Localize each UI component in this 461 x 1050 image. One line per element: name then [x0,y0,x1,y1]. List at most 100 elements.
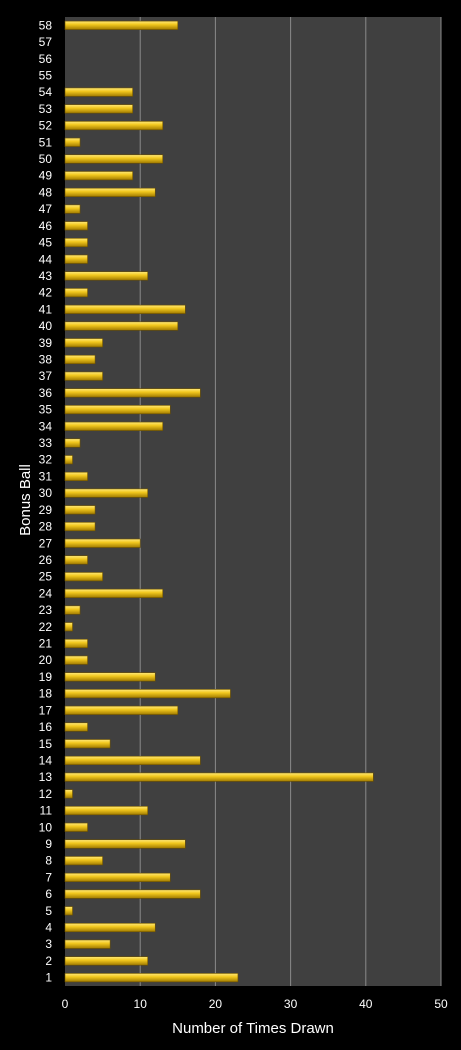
bar [64,839,186,849]
y-tick-label: 8 [45,854,52,868]
bar [64,956,149,966]
y-tick-label: 20 [39,653,53,667]
y-tick-label: 22 [39,620,53,634]
y-tick-label: 47 [39,202,53,216]
x-tick-label: 0 [62,997,69,1011]
x-tick-labels: 0 10 20 30 40 50 [62,997,448,1011]
x-tick-label: 10 [134,997,148,1011]
y-tick-label: 14 [39,753,53,767]
y-tick-label: 11 [40,804,53,818]
y-tick-label: 57 [39,35,53,49]
bar [64,856,103,866]
y-tick-label: 27 [39,536,53,550]
x-tick-label: 30 [284,997,298,1011]
bar [64,405,171,415]
y-tick-label: 45 [39,236,53,250]
bar [64,187,156,197]
bar [64,488,149,498]
x-tick-label: 40 [359,997,373,1011]
y-tick-label: 52 [39,119,53,133]
y-tick-label: 35 [39,403,53,417]
y-tick-label: 4 [45,921,52,935]
bar [64,572,103,582]
y-tick-label: 53 [39,102,53,116]
y-tick-label: 37 [39,369,53,383]
bar [64,338,103,348]
y-tick-label: 10 [39,820,53,834]
bar [64,304,186,314]
bar [64,438,81,448]
y-tick-label: 32 [39,453,53,467]
bar [64,204,81,214]
bar [64,588,164,598]
bar [64,455,73,465]
y-tick-label: 43 [39,269,53,283]
gridlines [139,17,442,986]
y-tick-label: 1 [45,971,52,985]
y-tick-label: 2 [45,954,52,968]
y-tick-label: 44 [39,252,53,266]
x-tick-label: 20 [209,997,223,1011]
bar [64,672,156,682]
y-tick-label: 5 [45,904,52,918]
y-tick-label: 23 [39,603,53,617]
y-tick-label: 19 [39,670,53,684]
bar [64,321,179,331]
y-tick-label: 33 [39,436,53,450]
bar [64,538,141,548]
y-tick-label: 13 [39,770,53,784]
y-tick-label: 31 [39,469,53,483]
y-tick-label: 36 [39,386,53,400]
y-tick-label: 40 [39,319,53,333]
bar [64,605,81,615]
y-tick-label: 25 [39,570,53,584]
bar [64,288,88,298]
bar [64,722,88,732]
y-tick-label: 7 [45,870,52,884]
y-tick-label: 12 [39,787,53,801]
bar [64,254,88,264]
bar [64,806,149,816]
bar [64,421,164,431]
bar [64,655,88,665]
bar [64,104,133,114]
bar [64,973,239,983]
y-tick-label: 26 [39,553,53,567]
bar [64,739,111,749]
bar [64,922,156,933]
bar [64,271,149,281]
y-tick-label: 38 [39,352,53,366]
bar [64,87,133,97]
bar [64,522,96,532]
y-tick-label: 18 [39,687,53,701]
y-axis-title: Bonus Ball [17,464,34,536]
bar [64,171,133,181]
y-tick-label: 3 [45,937,52,951]
bar [64,705,179,715]
bar [64,906,73,916]
y-tick-label: 17 [39,703,53,717]
bars [64,20,374,983]
y-tick-label: 29 [39,503,53,517]
x-axis-title: Number of Times Drawn [172,1020,334,1037]
bar [64,755,201,766]
y-tick-label: 56 [39,52,53,66]
y-tick-label: 41 [39,302,53,316]
bar [64,388,201,398]
y-tick-label: 58 [39,18,53,32]
y-tick-label: 34 [39,419,53,433]
y-tick-label: 15 [39,737,53,751]
y-tick-label: 39 [39,336,53,350]
y-tick-label: 24 [39,586,53,600]
y-tick-label: 6 [45,887,52,901]
bar [64,121,164,131]
bar [64,889,201,899]
y-tick-label: 9 [45,837,52,851]
y-tick-label: 51 [39,135,53,149]
bar [64,555,88,565]
y-tick-label: 50 [39,152,53,166]
x-tick-label: 50 [434,997,448,1011]
bar [64,221,88,231]
y-tick-label: 42 [39,286,53,300]
